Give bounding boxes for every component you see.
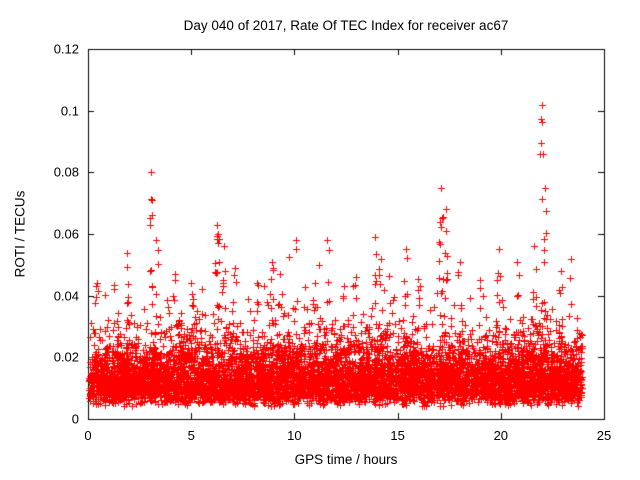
y-tick-label: 0.1 bbox=[60, 103, 79, 119]
x-tick-label: 20 bbox=[493, 428, 509, 443]
y-tick-label: 0.06 bbox=[53, 226, 79, 242]
x-axis-label: GPS time / hours bbox=[294, 452, 398, 467]
y-tick-label: 0.08 bbox=[53, 164, 79, 180]
x-tick-label: 25 bbox=[596, 428, 612, 443]
y-tick-label: 0.12 bbox=[53, 41, 79, 57]
x-tick-label: 5 bbox=[187, 428, 195, 443]
x-tick-label: 0 bbox=[84, 428, 92, 443]
y-tick-label: 0.02 bbox=[53, 349, 79, 365]
x-tick-label: 10 bbox=[287, 428, 302, 443]
y-axis-label: ROTI / TECUs bbox=[12, 190, 28, 278]
chart-title: Day 040 of 2017, Rate Of TEC Index for r… bbox=[183, 18, 509, 33]
y-tick-label: 0.04 bbox=[53, 288, 79, 304]
y-tick-label: 0 bbox=[71, 411, 79, 427]
x-tick-label: 15 bbox=[390, 428, 405, 443]
